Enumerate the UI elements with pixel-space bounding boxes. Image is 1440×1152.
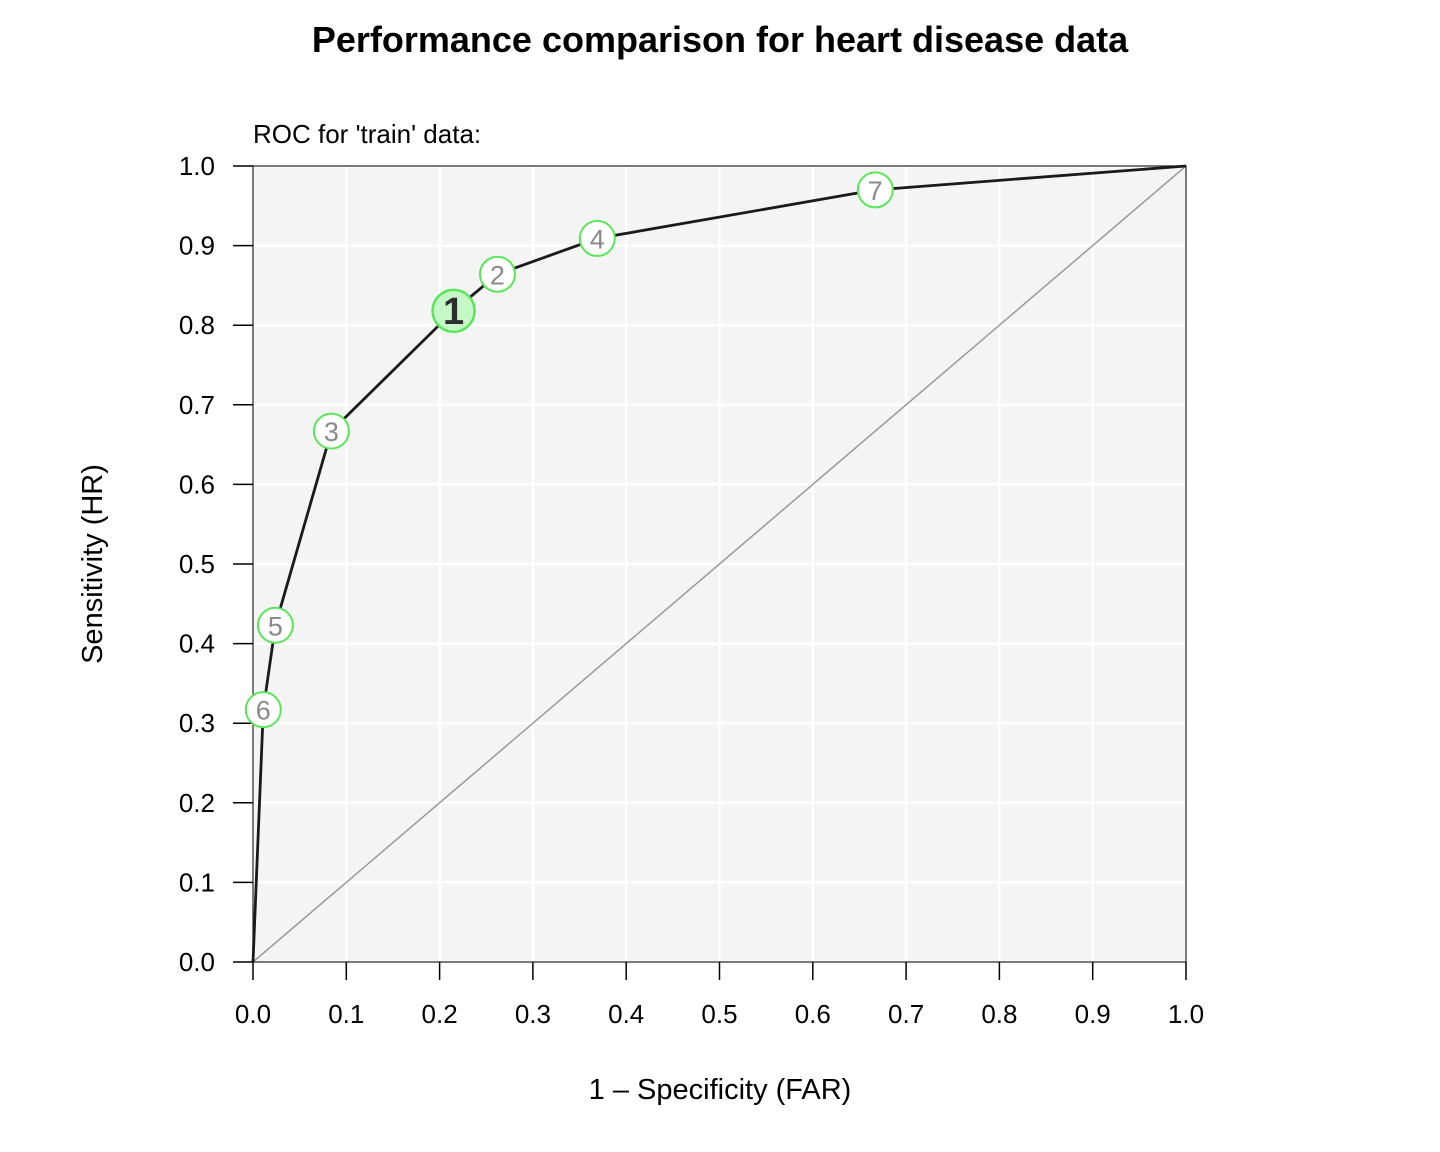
- x-tick-label: 0.4: [608, 999, 644, 1029]
- point-label: 2: [490, 260, 505, 290]
- x-tick-label: 0.6: [795, 999, 831, 1029]
- x-tick-label: 0.8: [981, 999, 1017, 1029]
- point-label: 3: [324, 417, 339, 447]
- point-label: 5: [268, 611, 283, 641]
- point-label: 7: [868, 176, 883, 206]
- point-label: 1: [443, 291, 464, 333]
- x-tick-label: 0.5: [701, 999, 737, 1029]
- point-marker: [244, 691, 282, 729]
- chart-subtitle: ROC for 'train' data:: [253, 119, 481, 149]
- y-tick-label: 1.0: [179, 151, 215, 181]
- x-tick-label: 0.2: [422, 999, 458, 1029]
- chart-title: Performance comparison for heart disease…: [312, 19, 1129, 60]
- x-tick-label: 0.0: [235, 999, 271, 1029]
- threshold-point-4: 4: [578, 219, 616, 257]
- point-marker: [478, 255, 516, 293]
- axes: 0.0 0.1 0.2 0.3 0.4 0.5 0.6 0.7 0.8 0.9 1.0 0.0 0.1 0…: [179, 151, 1204, 1029]
- chance-diagonal: [252, 165, 1187, 963]
- threshold-point-7: 7: [856, 171, 894, 209]
- threshold-point-1: 1: [431, 288, 476, 334]
- x-tick-label: 0.9: [1075, 999, 1111, 1029]
- point-marker: [431, 288, 476, 334]
- y-tick-label: 0.1: [179, 867, 215, 897]
- x-tick-label: 0.3: [515, 999, 551, 1029]
- point-marker: [256, 606, 294, 644]
- y-tick-label: 0.4: [179, 629, 215, 659]
- threshold-points: 2 3 4 5 6 7 1: [244, 171, 894, 729]
- y-tick-label: 0.0: [179, 947, 215, 977]
- x-tick-label: 1.0: [1168, 999, 1204, 1029]
- threshold-point-5: 5: [256, 606, 294, 644]
- point-marker: [312, 412, 350, 450]
- point-label: 4: [590, 224, 605, 254]
- y-tick-label: 0.3: [179, 708, 215, 738]
- y-tick-label: 0.6: [179, 469, 215, 499]
- y-tick-label: 0.5: [179, 549, 215, 579]
- point-label: 6: [256, 696, 271, 726]
- x-axis-label: 1 – Specificity (FAR): [589, 1074, 852, 1106]
- y-tick-label: 0.7: [179, 390, 215, 420]
- threshold-point-3: 3: [312, 412, 350, 450]
- x-tick-label: 0.7: [888, 999, 924, 1029]
- y-tick-label: 0.2: [179, 788, 215, 818]
- point-marker: [856, 171, 894, 209]
- point-marker: [578, 219, 616, 257]
- y-tick-label: 0.9: [179, 231, 215, 261]
- threshold-point-6: 6: [244, 691, 282, 729]
- x-tick-label: 0.1: [328, 999, 364, 1029]
- threshold-point-2: 2: [478, 255, 516, 293]
- y-tick-label: 0.8: [179, 310, 215, 340]
- y-axis-label: Sensitivity (HR): [77, 464, 109, 664]
